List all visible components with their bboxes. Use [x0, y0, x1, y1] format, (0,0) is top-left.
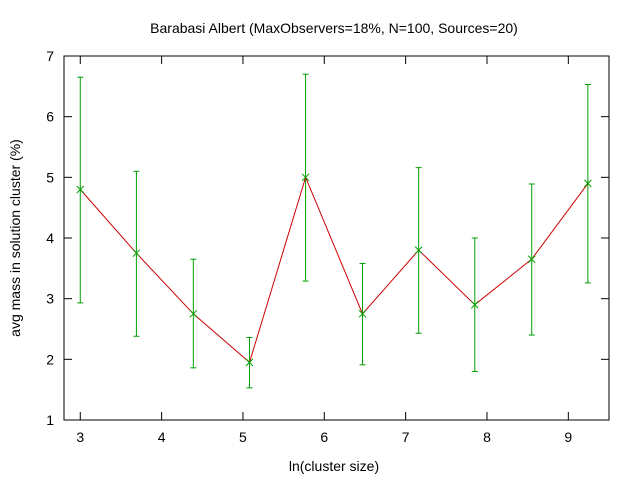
x-tick-label: 6 — [320, 429, 328, 445]
series-line-group — [79, 175, 589, 364]
x-tick-label: 9 — [564, 429, 572, 445]
series-line — [79, 175, 589, 364]
data-point — [358, 309, 367, 318]
plot-border — [63, 55, 610, 421]
x-tick-label: 7 — [402, 429, 410, 445]
y-tick-label: 4 — [46, 230, 54, 246]
x-tick-label: 3 — [76, 429, 84, 445]
y-axis-ticks: 1 2 3 4 5 6 7 — [46, 48, 609, 428]
data-point — [470, 300, 479, 309]
data-point — [132, 249, 141, 258]
y-tick-label: 7 — [46, 48, 54, 64]
error-bars — [77, 73, 591, 389]
y-axis-label: avg mass in solution cluster (%) — [7, 139, 23, 337]
y-tick-label: 3 — [46, 291, 54, 307]
y-tick-label: 5 — [46, 169, 54, 185]
data-point — [76, 185, 85, 194]
data-point — [189, 309, 198, 318]
data-point — [583, 179, 592, 188]
plot-frame — [63, 55, 610, 421]
x-tick-label: 5 — [239, 429, 247, 445]
chart-title: Barabasi Albert (MaxObservers=18%, N=100… — [150, 20, 518, 36]
x-tick-label: 4 — [158, 429, 166, 445]
data-point — [527, 255, 536, 264]
x-tick-label: 8 — [483, 429, 491, 445]
data-point — [414, 246, 423, 254]
y-tick-label: 6 — [46, 109, 54, 125]
data-point-markers — [76, 173, 592, 367]
x-axis-ticks: 3 4 5 6 7 8 9 — [76, 56, 572, 445]
data-point — [301, 173, 310, 182]
y-tick-label: 1 — [46, 412, 54, 428]
data-point — [245, 358, 254, 367]
x-axis-label: ln(cluster size) — [289, 458, 379, 474]
y-tick-label: 2 — [46, 351, 54, 367]
